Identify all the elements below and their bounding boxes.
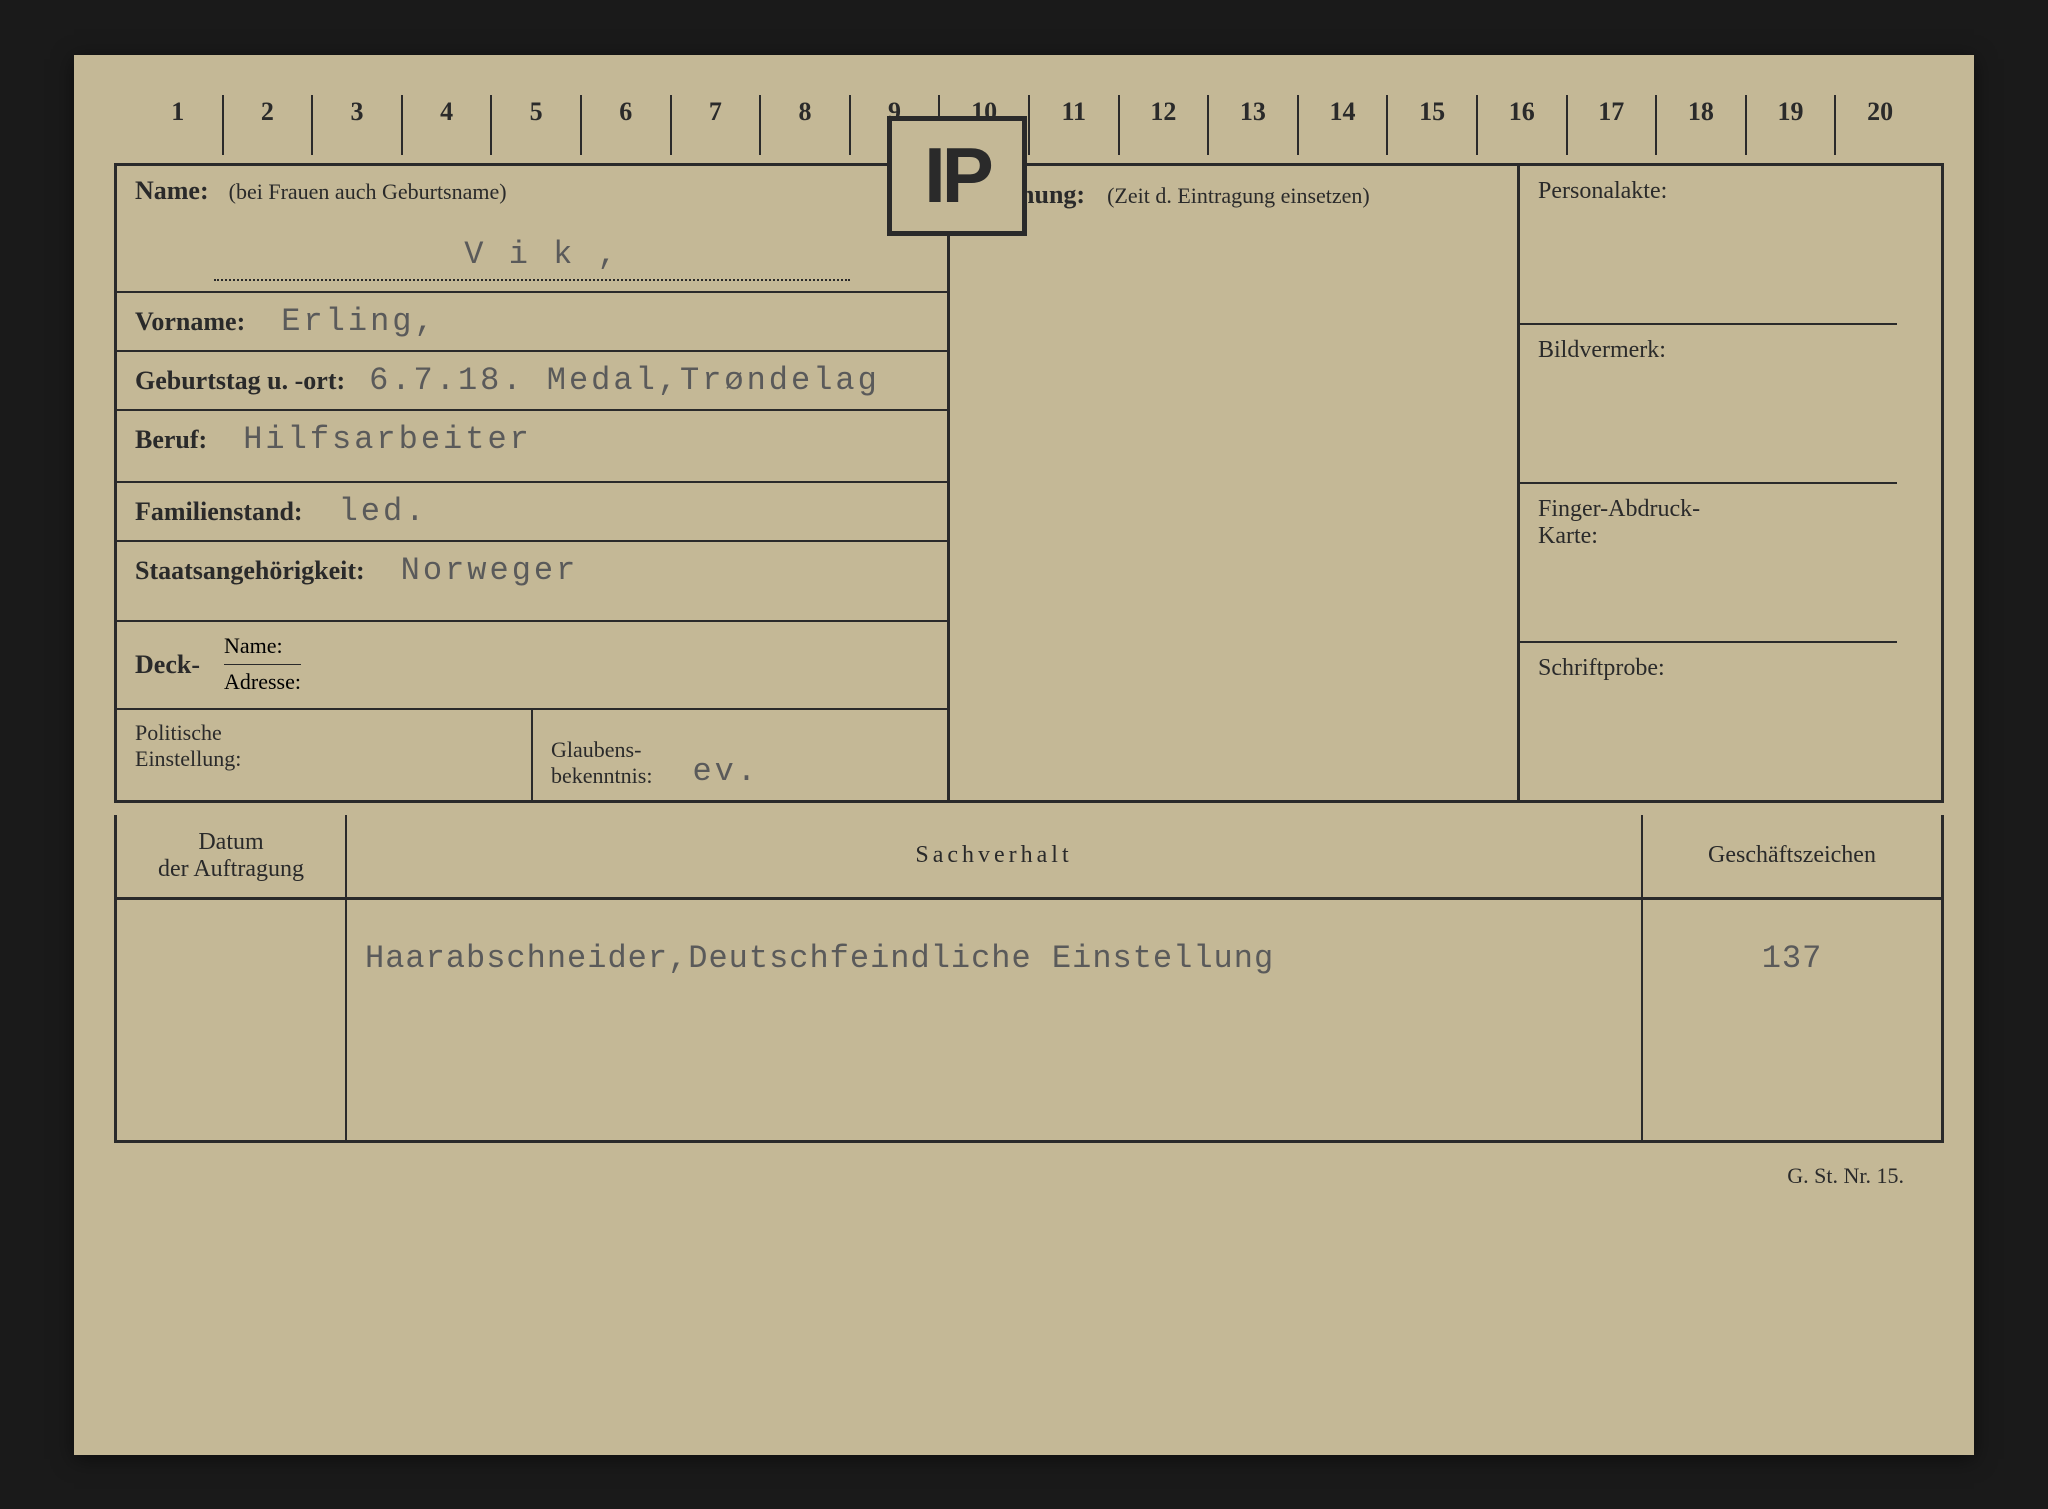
ruler-tick: 5: [492, 95, 582, 155]
beruf-row: Beruf: Hilfsarbeiter: [117, 411, 947, 483]
ruler-tick: 16: [1478, 95, 1568, 155]
ruler-tick: 6: [582, 95, 672, 155]
datum-label2: der Auftragung: [135, 856, 327, 883]
geburt-label: Geburtstag u. -ort:: [135, 366, 345, 396]
glaub-value: ev.: [692, 753, 759, 790]
ruler-tick: 3: [313, 95, 403, 155]
polit-cell: Politische Einstellung:: [117, 710, 533, 800]
deck-row: Deck- Name: Adresse:: [117, 622, 947, 710]
ruler-tick: 2: [224, 95, 314, 155]
ruler-tick: 7: [672, 95, 762, 155]
beruf-value: Hilfsarbeiter: [243, 421, 532, 458]
footer-note: G. St. Nr. 15.: [114, 1143, 1944, 1189]
glaub-label1: Glaubens-: [551, 737, 652, 763]
geburt-row: Geburtstag u. -ort: 6.7.18. Medal,Trønde…: [117, 352, 947, 411]
familien-row: Familienstand: led.: [117, 483, 947, 542]
ruler-tick: 13: [1209, 95, 1299, 155]
ruler-tick: 15: [1388, 95, 1478, 155]
ruler-tick: 19: [1747, 95, 1837, 155]
staats-row: Staatsangehörigkeit: Norweger: [117, 542, 947, 622]
bottom-header: Datum der Auftragung Sachverhalt Geschäf…: [117, 815, 1941, 900]
name-value-line: V i k ,: [214, 236, 849, 281]
ruler-tick: 4: [403, 95, 493, 155]
finger-label1: Finger-Abdruck-: [1538, 496, 1879, 523]
vorname-value: Erling,: [281, 303, 436, 340]
familien-value: led.: [339, 493, 428, 530]
familien-label: Familienstand:: [135, 497, 303, 527]
beruf-label: Beruf:: [135, 425, 207, 455]
geschaeft-header: Geschäftszeichen: [1641, 815, 1941, 897]
wohnung-column: Wohnung: (Zeit d. Eintragung einsetzen): [947, 166, 1517, 800]
ruler-tick: 12: [1120, 95, 1210, 155]
polit-label2: Einstellung:: [135, 746, 513, 772]
sachverhalt-header: Sachverhalt: [347, 815, 1641, 897]
bottom-body: Haarabschneider,Deutschfeindliche Einste…: [117, 900, 1941, 1140]
ruler-tick: 18: [1657, 95, 1747, 155]
wohnung-sublabel: (Zeit d. Eintragung einsetzen): [1107, 183, 1370, 208]
ruler-tick: 8: [761, 95, 851, 155]
geburt-value: 6.7.18. Medal,Trøndelag: [369, 362, 880, 399]
vorname-row: Vorname: Erling,: [117, 293, 947, 352]
wohnung-header: Wohnung: (Zeit d. Eintragung einsetzen): [950, 166, 1517, 224]
ip-badge: IP: [887, 116, 1027, 236]
staats-label: Staatsangehörigkeit:: [135, 556, 365, 586]
polit-glaub-row: Politische Einstellung: Glaubens- bekenn…: [117, 710, 947, 800]
sachverhalt-value: Haarabschneider,Deutschfeindliche Einste…: [347, 900, 1641, 1140]
ruler-tick: 14: [1299, 95, 1389, 155]
deck-adresse-label: Adresse:: [224, 667, 301, 698]
ruler-tick: 17: [1568, 95, 1658, 155]
name-row: Name: (bei Frauen auch Geburtsname) V i …: [117, 166, 947, 293]
personalakte-cell: Personalakte:: [1520, 166, 1897, 325]
glaub-label2: bekenntnis:: [551, 763, 652, 789]
finger-cell: Finger-Abdruck- Karte:: [1520, 484, 1897, 643]
schriftprobe-cell: Schriftprobe:: [1520, 643, 1897, 800]
right-column: Personalakte: Bildvermerk: Finger-Abdruc…: [1517, 166, 1897, 800]
finger-label2: Karte:: [1538, 523, 1879, 550]
datum-label1: Datum: [135, 829, 327, 856]
bottom-section: Datum der Auftragung Sachverhalt Geschäf…: [114, 815, 1944, 1143]
name-label: Name:: [135, 176, 209, 205]
staats-value: Norweger: [401, 552, 579, 589]
left-column: Name: (bei Frauen auch Geburtsname) V i …: [117, 166, 947, 800]
bildvermerk-cell: Bildvermerk:: [1520, 325, 1897, 484]
deck-sub: Name: Adresse:: [224, 631, 301, 698]
ruler: 1 2 3 4 5 6 7 8 9 10 11 12 13 14 15 16 1…: [114, 95, 1944, 155]
gesch-label: Geschäftszeichen: [1661, 842, 1923, 869]
vorname-label: Vorname:: [135, 307, 245, 337]
ruler-tick: 11: [1030, 95, 1120, 155]
ruler-tick: 1: [134, 95, 224, 155]
datum-value: [117, 900, 347, 1140]
polit-label1: Politische: [135, 720, 513, 746]
geschaeft-value: 137: [1641, 900, 1941, 1140]
name-value: V i k ,: [464, 236, 619, 273]
deck-name-label: Name:: [224, 631, 301, 665]
deck-label: Deck-: [135, 650, 200, 680]
name-sublabel: (bei Frauen auch Geburtsname): [229, 179, 507, 204]
main-grid: IP Name: (bei Frauen auch Geburtsname) V…: [114, 163, 1944, 803]
ruler-tick: 20: [1836, 95, 1924, 155]
sach-label: Sachverhalt: [365, 842, 1623, 869]
datum-header: Datum der Auftragung: [117, 815, 347, 897]
glaub-cell: Glaubens- bekenntnis: ev.: [533, 710, 947, 800]
index-card: 1 2 3 4 5 6 7 8 9 10 11 12 13 14 15 16 1…: [74, 55, 1974, 1455]
